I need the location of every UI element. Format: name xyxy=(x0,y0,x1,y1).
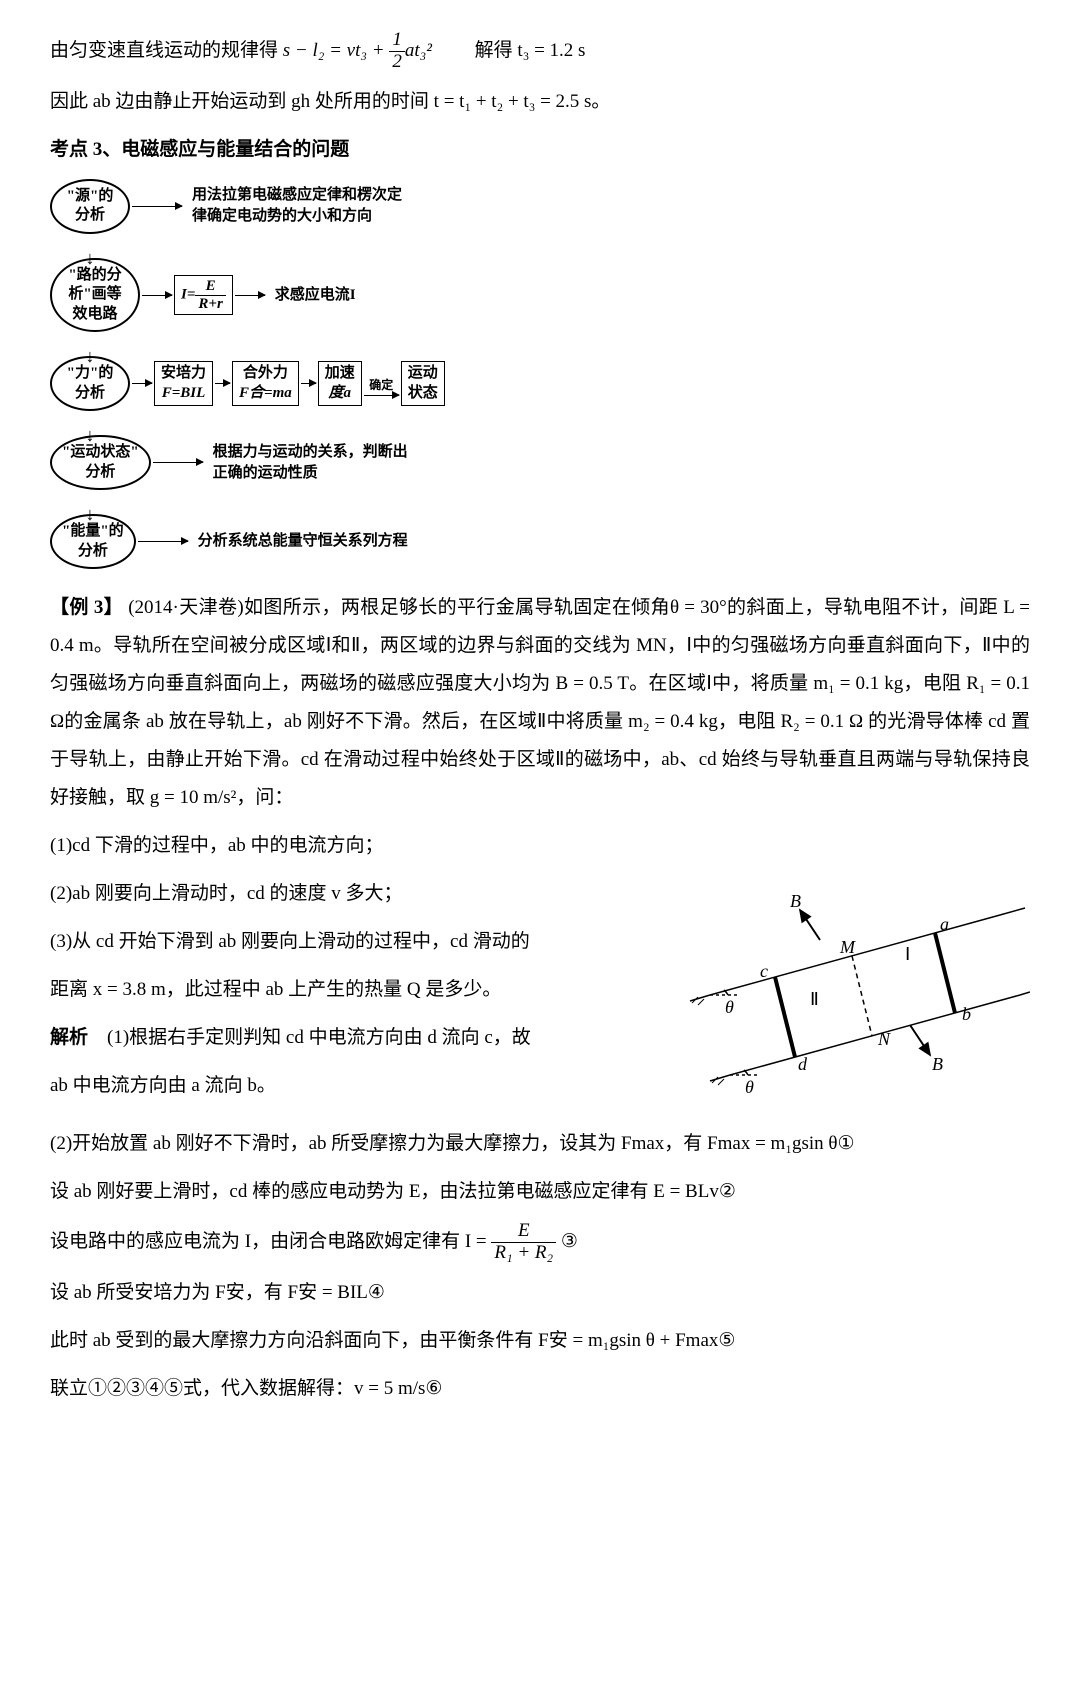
p1-eq2: at₃² xyxy=(405,40,432,61)
example-source: (2014·天津卷) xyxy=(128,597,243,618)
flowchart: "源"的 分析 用法拉第电磁感应定律和楞次定 律确定电动势的大小和方向 "路的分… xyxy=(50,179,600,570)
figure-wrap: (2)ab 刚要向上滑动时，cd 的速度 v 多大； (3)从 cd 开始下滑到… xyxy=(50,875,1030,1125)
svg-text:B: B xyxy=(790,891,801,911)
arrow-icon xyxy=(215,383,230,384)
p1-solve: 解得 t₃ = 1.2 s xyxy=(437,40,586,61)
frac-I: ER₁ + R₂ xyxy=(491,1221,556,1264)
arrow-icon xyxy=(364,395,399,396)
svg-text:Ⅱ: Ⅱ xyxy=(810,989,819,1009)
solution-label: 解析 xyxy=(50,1027,88,1048)
paragraph-1: 由匀变速直线运动的规律得 s − l₂ = vt₃ + 12at₃² 解得 t₃… xyxy=(50,30,1030,73)
arrow-labeled: 确定 xyxy=(362,371,401,396)
paragraph-2: 因此 ab 边由静止开始运动到 gh 处所用的时间 t = t₁ + t₂ + … xyxy=(50,83,1030,121)
flow-text-2: 求感应电流I xyxy=(275,285,356,306)
heading: 考点 3、电磁感应与能量结合的问题 xyxy=(50,131,1030,169)
flow-node-circuit: "路的分 析"画等 效电路 xyxy=(50,258,140,333)
flow-row-2: "路的分 析"画等 效电路 I=ER+r 求感应电流I xyxy=(50,258,600,333)
solution-1b: ab 中电流方向由 a 流向 b。 xyxy=(50,1067,660,1105)
solution-2e: 此时 ab 受到的最大摩擦力方向沿斜面向下，由平衡条件有 F安 = m₁gsin… xyxy=(50,1322,1030,1360)
arrow-icon xyxy=(142,295,172,296)
svg-text:Ⅰ: Ⅰ xyxy=(905,944,910,964)
flow-box-formula: I=ER+r xyxy=(174,275,233,315)
solution-1: 解析 (1)根据右手定则判知 cd 中电流方向由 d 流向 c，故 xyxy=(50,1019,660,1057)
p1-text: 由匀变速直线运动的规律得 xyxy=(50,40,283,61)
example-3: 【例 3】 (2014·天津卷)如图所示，两根足够长的平行金属导轨固定在倾角θ … xyxy=(50,589,1030,817)
question-1: (1)cd 下滑的过程中，ab 中的电流方向； xyxy=(50,827,1030,865)
flow-row-5: "能量"的 分析 分析系统总能量守恒关系列方程 xyxy=(50,514,600,569)
arrow-icon xyxy=(235,295,265,296)
p1-eq: s − l₂ = vt₃ + xyxy=(283,40,390,61)
svg-text:M: M xyxy=(839,937,856,957)
svg-text:c: c xyxy=(760,961,768,981)
flow-text-5: 分析系统总能量守恒关系列方程 xyxy=(198,531,408,552)
flow-row-1: "源"的 分析 用法拉第电磁感应定律和楞次定 律确定电动势的大小和方向 xyxy=(50,179,600,234)
flow-node-motion: "运动状态" 分析 xyxy=(50,435,151,490)
example-label: 【例 3】 xyxy=(50,597,123,618)
solution-2f: 联立①②③④⑤式，代入数据解得：v = 5 m/s⑥ xyxy=(50,1370,1030,1408)
flow-text-1: 用法拉第电磁感应定律和楞次定 律确定电动势的大小和方向 xyxy=(192,185,402,227)
svg-text:b: b xyxy=(962,1004,971,1024)
flow-box-motion: 运动 状态 xyxy=(401,361,445,406)
svg-text:N: N xyxy=(877,1029,891,1049)
flow-row-4: "运动状态" 分析 根据力与运动的关系，判断出 正确的运动性质 xyxy=(50,435,600,490)
question-2: (2)ab 刚要向上滑动时，cd 的速度 v 多大； xyxy=(50,875,660,913)
solution-2a: (2)开始放置 ab 刚好不下滑时，ab 所受摩擦力为最大摩擦力，设其为 Fma… xyxy=(50,1125,1030,1163)
solution-2c: 设电路中的感应电流为 I，由闭合电路欧姆定律有 I = ER₁ + R₂ ③ xyxy=(50,1221,1030,1264)
svg-text:d: d xyxy=(798,1054,808,1074)
arrow-icon xyxy=(153,462,203,463)
p2-text: 因此 ab 边由静止开始运动到 gh 处所用的时间 t = t₁ + t₂ + … xyxy=(50,91,610,112)
flow-box-accel: 加速 度a xyxy=(318,361,362,406)
arrow-down-icon xyxy=(50,240,130,258)
flow-box-ampere: 安培力 F=BIL xyxy=(154,361,213,406)
question-3b: 距离 x = 3.8 m，此过程中 ab 上产生的热量 Q 是多少。 xyxy=(50,971,660,1009)
svg-text:B: B xyxy=(932,1054,943,1074)
svg-text:θ: θ xyxy=(745,1077,754,1097)
arrow-down-icon xyxy=(50,338,130,356)
flow-row-3: "力"的 分析 安培力 F=BIL 合外力 F合=ma 加速 度a 确定 运动 … xyxy=(50,356,600,411)
figure-text-col: (2)ab 刚要向上滑动时，cd 的速度 v 多大； (3)从 cd 开始下滑到… xyxy=(50,875,660,1115)
arrow-icon xyxy=(132,206,182,207)
example-body: 如图所示，两根足够长的平行金属导轨固定在倾角θ = 30°的斜面上，导轨电阻不计… xyxy=(50,597,1030,808)
arrow-icon xyxy=(132,383,152,384)
flow-node-source: "源"的 分析 xyxy=(50,179,130,234)
solution-2d: 设 ab 所受安培力为 F安，有 F安 = BIL④ xyxy=(50,1274,1030,1312)
arrow-icon xyxy=(138,541,188,542)
flow-box-netforce: 合外力 F合=ma xyxy=(232,361,299,406)
physics-diagram: B B M N a b c d θ θ Ⅰ Ⅱ xyxy=(680,885,1030,1125)
flow-text-4: 根据力与运动的关系，判断出 正确的运动性质 xyxy=(213,442,408,484)
svg-text:a: a xyxy=(940,914,949,934)
arrow-down-icon xyxy=(50,417,130,435)
solution-2b: 设 ab 刚好要上滑时，cd 棒的感应电动势为 E，由法拉第电磁感应定律有 E … xyxy=(50,1173,1030,1211)
arrow-down-icon xyxy=(50,496,130,514)
frac-1: 12 xyxy=(389,30,405,73)
svg-text:θ: θ xyxy=(725,997,734,1017)
arrow-icon xyxy=(301,383,316,384)
question-3a: (3)从 cd 开始下滑到 ab 刚要向上滑动的过程中，cd 滑动的 xyxy=(50,923,660,961)
